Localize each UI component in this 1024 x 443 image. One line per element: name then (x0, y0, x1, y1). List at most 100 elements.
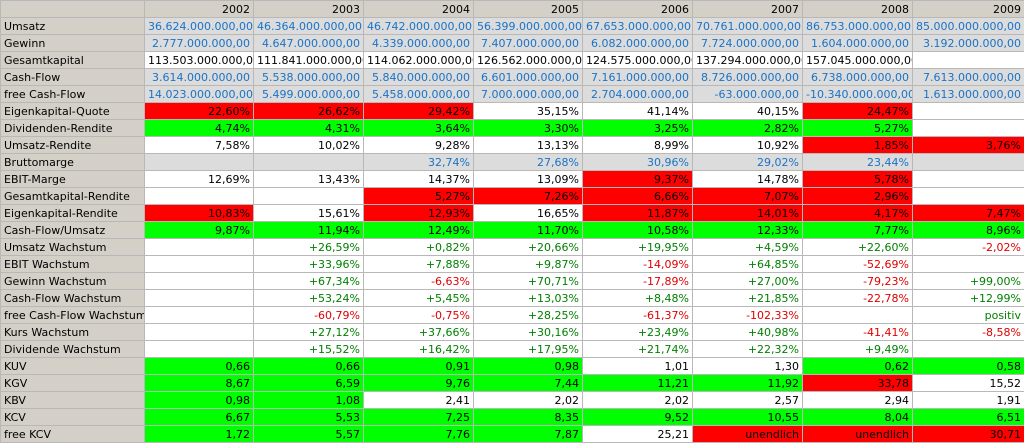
value-cell[interactable]: +22,32% (693, 341, 803, 358)
value-cell[interactable]: 5.538.000.000,00 (254, 69, 364, 86)
value-cell[interactable]: 114.062.000.000,00 (364, 52, 474, 69)
year-header[interactable]: 2006 (583, 1, 693, 18)
value-cell[interactable]: +20,66% (474, 239, 583, 256)
row-label[interactable]: Gesamtkapital (1, 52, 145, 69)
value-cell[interactable]: +4,59% (693, 239, 803, 256)
value-cell[interactable]: +40,98% (693, 324, 803, 341)
value-cell[interactable]: 7.407.000.000,00 (474, 35, 583, 52)
value-cell[interactable]: 86.753.000.000,00 (803, 18, 913, 35)
value-cell[interactable]: +30,16% (474, 324, 583, 341)
value-cell[interactable]: 10,58% (583, 222, 693, 239)
value-cell[interactable]: 12,69% (145, 171, 254, 188)
row-label[interactable]: Gewinn (1, 35, 145, 52)
value-cell[interactable]: 7,07% (693, 188, 803, 205)
value-cell[interactable]: 3.614.000.000,00 (145, 69, 254, 86)
value-cell[interactable]: 0,58 (913, 358, 1024, 375)
value-cell[interactable]: +64,85% (693, 256, 803, 273)
value-cell[interactable] (145, 324, 254, 341)
year-header[interactable]: 2002 (145, 1, 254, 18)
value-cell[interactable]: 23,44% (803, 154, 913, 171)
value-cell[interactable]: 4,17% (803, 205, 913, 222)
value-cell[interactable]: unendlich (803, 426, 913, 443)
value-cell[interactable]: 40,15% (693, 103, 803, 120)
value-cell[interactable]: 27,68% (474, 154, 583, 171)
value-cell[interactable]: 13,09% (474, 171, 583, 188)
value-cell[interactable]: 9,28% (364, 137, 474, 154)
value-cell[interactable]: 7.161.000.000,00 (583, 69, 693, 86)
value-cell[interactable] (913, 256, 1024, 273)
row-label[interactable]: Kurs Wachstum (1, 324, 145, 341)
value-cell[interactable]: -14,09% (583, 256, 693, 273)
value-cell[interactable]: 8,35 (474, 409, 583, 426)
value-cell[interactable]: 1.613.000.000,00 (913, 86, 1024, 103)
value-cell[interactable]: 14,01% (693, 205, 803, 222)
year-header[interactable]: 2005 (474, 1, 583, 18)
value-cell[interactable]: 15,61% (254, 205, 364, 222)
value-cell[interactable]: -52,69% (803, 256, 913, 273)
value-cell[interactable]: 2,02 (474, 392, 583, 409)
value-cell[interactable]: 29,02% (693, 154, 803, 171)
value-cell[interactable]: 1,30 (693, 358, 803, 375)
value-cell[interactable]: 11,70% (474, 222, 583, 239)
value-cell[interactable]: 2.777.000.000,00 (145, 35, 254, 52)
value-cell[interactable]: 6,67 (145, 409, 254, 426)
value-cell[interactable]: +12,99% (913, 290, 1024, 307)
value-cell[interactable]: -22,78% (803, 290, 913, 307)
value-cell[interactable] (145, 307, 254, 324)
value-cell[interactable] (913, 120, 1024, 137)
value-cell[interactable]: 33,78 (803, 375, 913, 392)
value-cell[interactable]: 3,76% (913, 137, 1024, 154)
value-cell[interactable]: positiv (913, 307, 1024, 324)
value-cell[interactable]: 10,92% (693, 137, 803, 154)
value-cell[interactable]: -41,41% (803, 324, 913, 341)
value-cell[interactable]: 9,37% (583, 171, 693, 188)
value-cell[interactable]: 2,82% (693, 120, 803, 137)
value-cell[interactable] (913, 341, 1024, 358)
row-label[interactable]: Dividende Wachstum (1, 341, 145, 358)
value-cell[interactable]: +27,12% (254, 324, 364, 341)
value-cell[interactable]: -102,33% (693, 307, 803, 324)
value-cell[interactable]: 14,37% (364, 171, 474, 188)
value-cell[interactable]: 9,76 (364, 375, 474, 392)
year-header[interactable]: 2007 (693, 1, 803, 18)
value-cell[interactable]: 0,66 (254, 358, 364, 375)
value-cell[interactable]: +16,42% (364, 341, 474, 358)
value-cell[interactable] (913, 103, 1024, 120)
value-cell[interactable]: -17,89% (583, 273, 693, 290)
value-cell[interactable]: 7,87 (474, 426, 583, 443)
value-cell[interactable]: +53,24% (254, 290, 364, 307)
row-label[interactable]: Gewinn Wachstum (1, 273, 145, 290)
row-label[interactable]: Cash-Flow Wachstum (1, 290, 145, 307)
value-cell[interactable]: 0,98 (474, 358, 583, 375)
value-cell[interactable]: 6.738.000.000,00 (803, 69, 913, 86)
value-cell[interactable]: 2,41 (364, 392, 474, 409)
value-cell[interactable]: +7,88% (364, 256, 474, 273)
value-cell[interactable]: +0,82% (364, 239, 474, 256)
value-cell[interactable]: 4,74% (145, 120, 254, 137)
value-cell[interactable] (145, 341, 254, 358)
value-cell[interactable] (254, 154, 364, 171)
value-cell[interactable]: 32,74% (364, 154, 474, 171)
value-cell[interactable]: 6,51 (913, 409, 1024, 426)
value-cell[interactable]: 11,92 (693, 375, 803, 392)
value-cell[interactable]: 2,02 (583, 392, 693, 409)
row-label[interactable]: KUV (1, 358, 145, 375)
value-cell[interactable]: 30,96% (583, 154, 693, 171)
value-cell[interactable]: 5,53 (254, 409, 364, 426)
value-cell[interactable]: 1,91 (913, 392, 1024, 409)
value-cell[interactable]: 2,94 (803, 392, 913, 409)
value-cell[interactable]: 7.724.000.000,00 (693, 35, 803, 52)
row-label[interactable]: Eigenkapital-Quote (1, 103, 145, 120)
value-cell[interactable]: -2,02% (913, 239, 1024, 256)
year-header[interactable]: 2004 (364, 1, 474, 18)
value-cell[interactable]: -79,23% (803, 273, 913, 290)
row-label[interactable]: KCV (1, 409, 145, 426)
value-cell[interactable]: +9,49% (803, 341, 913, 358)
value-cell[interactable]: 8,67 (145, 375, 254, 392)
value-cell[interactable]: 3,30% (474, 120, 583, 137)
row-label[interactable]: free KCV (1, 426, 145, 443)
value-cell[interactable]: 14.023.000.000,00 (145, 86, 254, 103)
value-cell[interactable]: 6.082.000.000,00 (583, 35, 693, 52)
year-header[interactable]: 2008 (803, 1, 913, 18)
value-cell[interactable]: +26,59% (254, 239, 364, 256)
